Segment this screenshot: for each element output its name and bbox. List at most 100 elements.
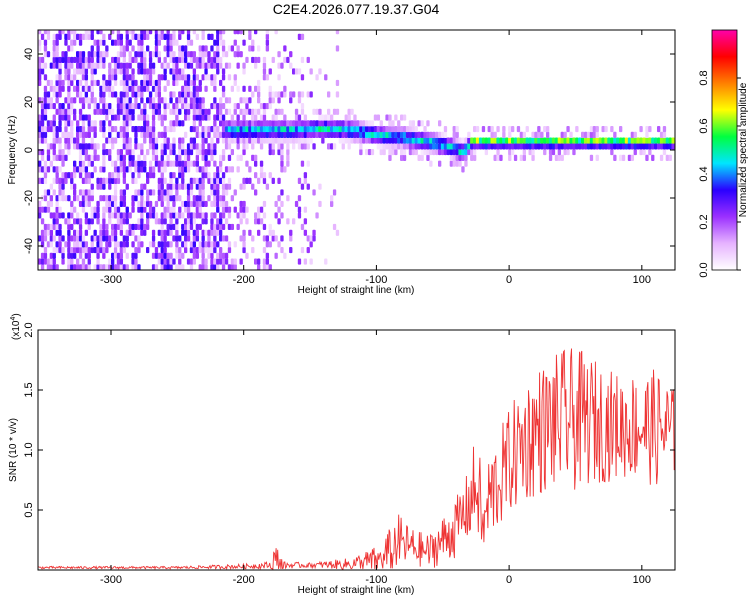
heat-cell [163,195,167,202]
heat-cell [113,195,118,202]
heat-cell [221,131,226,138]
heat-cell [198,183,202,190]
heat-cell [435,143,439,150]
heat-cell [347,137,351,144]
heat-cell [496,149,500,156]
heat-cell [289,126,293,133]
heat-cell [172,79,176,87]
colorbar-tick-label: 0.0 [698,262,710,277]
heat-cell [78,218,83,225]
heat-cell [277,97,281,104]
heat-cell [589,143,594,150]
heat-cell [38,137,42,144]
heat-cell [624,137,629,144]
heat-cell [122,235,127,242]
heat-cell [546,137,550,144]
heat-cell [78,247,83,254]
heat-cell [102,252,106,259]
heat-cell [67,252,71,259]
heat-cell [184,241,188,248]
heat-cell [169,33,173,40]
heat-cell [607,137,611,144]
heat-cell [540,131,544,138]
heat-cell [192,200,197,208]
heat-cell [330,126,334,133]
heat-cell [178,166,182,173]
heat-cell [146,177,150,184]
heat-cell [157,131,162,138]
heat-cell [198,103,202,110]
heat-cell [58,103,62,110]
heat-cell [38,39,42,46]
spectrogram-xlabel: Height of straight line (km) [298,285,415,296]
heat-cell [335,91,340,98]
heat-cell [531,149,535,156]
heat-cell [318,68,322,75]
heat-cell [125,143,129,150]
heat-cell [146,172,150,179]
heat-cell [116,206,121,213]
heat-cell [300,131,305,138]
heat-cell [224,126,229,133]
heat-cell [353,131,357,138]
heat-cell [467,149,471,156]
heat-cell [254,258,258,265]
heat-cell [195,235,200,242]
heat-cell [251,183,255,190]
heat-cell [64,56,68,64]
heat-cell [96,45,100,52]
heat-cell [102,247,106,254]
heat-cell [306,126,310,133]
heat-cell [172,183,176,190]
y-tick-label: 40 [23,48,35,60]
heat-cell [58,30,62,35]
heat-cell [122,120,127,127]
heat-cell [111,160,115,167]
heat-cell [321,114,325,121]
heat-cell [645,131,649,138]
heat-cell [81,264,86,270]
heat-cell [303,137,308,144]
heat-cell [449,154,454,161]
heat-cell [73,172,77,179]
heat-cell [49,160,54,167]
heat-cell [531,137,535,144]
heat-cell [148,131,153,138]
heat-cell [394,143,398,150]
heat-cell [531,131,535,138]
x-tick-label: -300 [100,274,122,286]
heat-cell [137,33,141,40]
heat-cell [102,218,106,225]
heat-cell [519,154,524,161]
heat-cell [619,137,623,144]
heat-cell [40,166,45,173]
heat-cell [195,183,200,190]
heat-cell [303,218,308,225]
heat-cell [330,195,334,202]
heat-cell [397,131,401,138]
heat-cell [259,172,264,179]
heat-cell [140,149,144,156]
heat-cell [219,218,223,225]
heat-cell [131,30,135,35]
heat-cell [178,195,182,202]
heat-cell [195,149,200,156]
heat-cell [254,85,258,92]
heat-cell [140,200,144,208]
heat-cell [140,126,144,133]
heat-cell [140,45,144,52]
heat-cell [105,235,109,242]
heat-cell [52,45,56,52]
heat-cell [169,223,173,231]
heat-cell [134,189,138,196]
heat-cell [303,143,308,150]
heat-cell [429,149,433,156]
heat-cell [125,108,129,115]
x-tick-label: -100 [365,574,387,586]
heat-cell [213,103,217,110]
heat-cell [245,131,249,138]
heat-cell [239,137,243,144]
heat-cell [178,183,182,190]
heat-cell [283,120,287,127]
heat-cell [213,131,217,138]
